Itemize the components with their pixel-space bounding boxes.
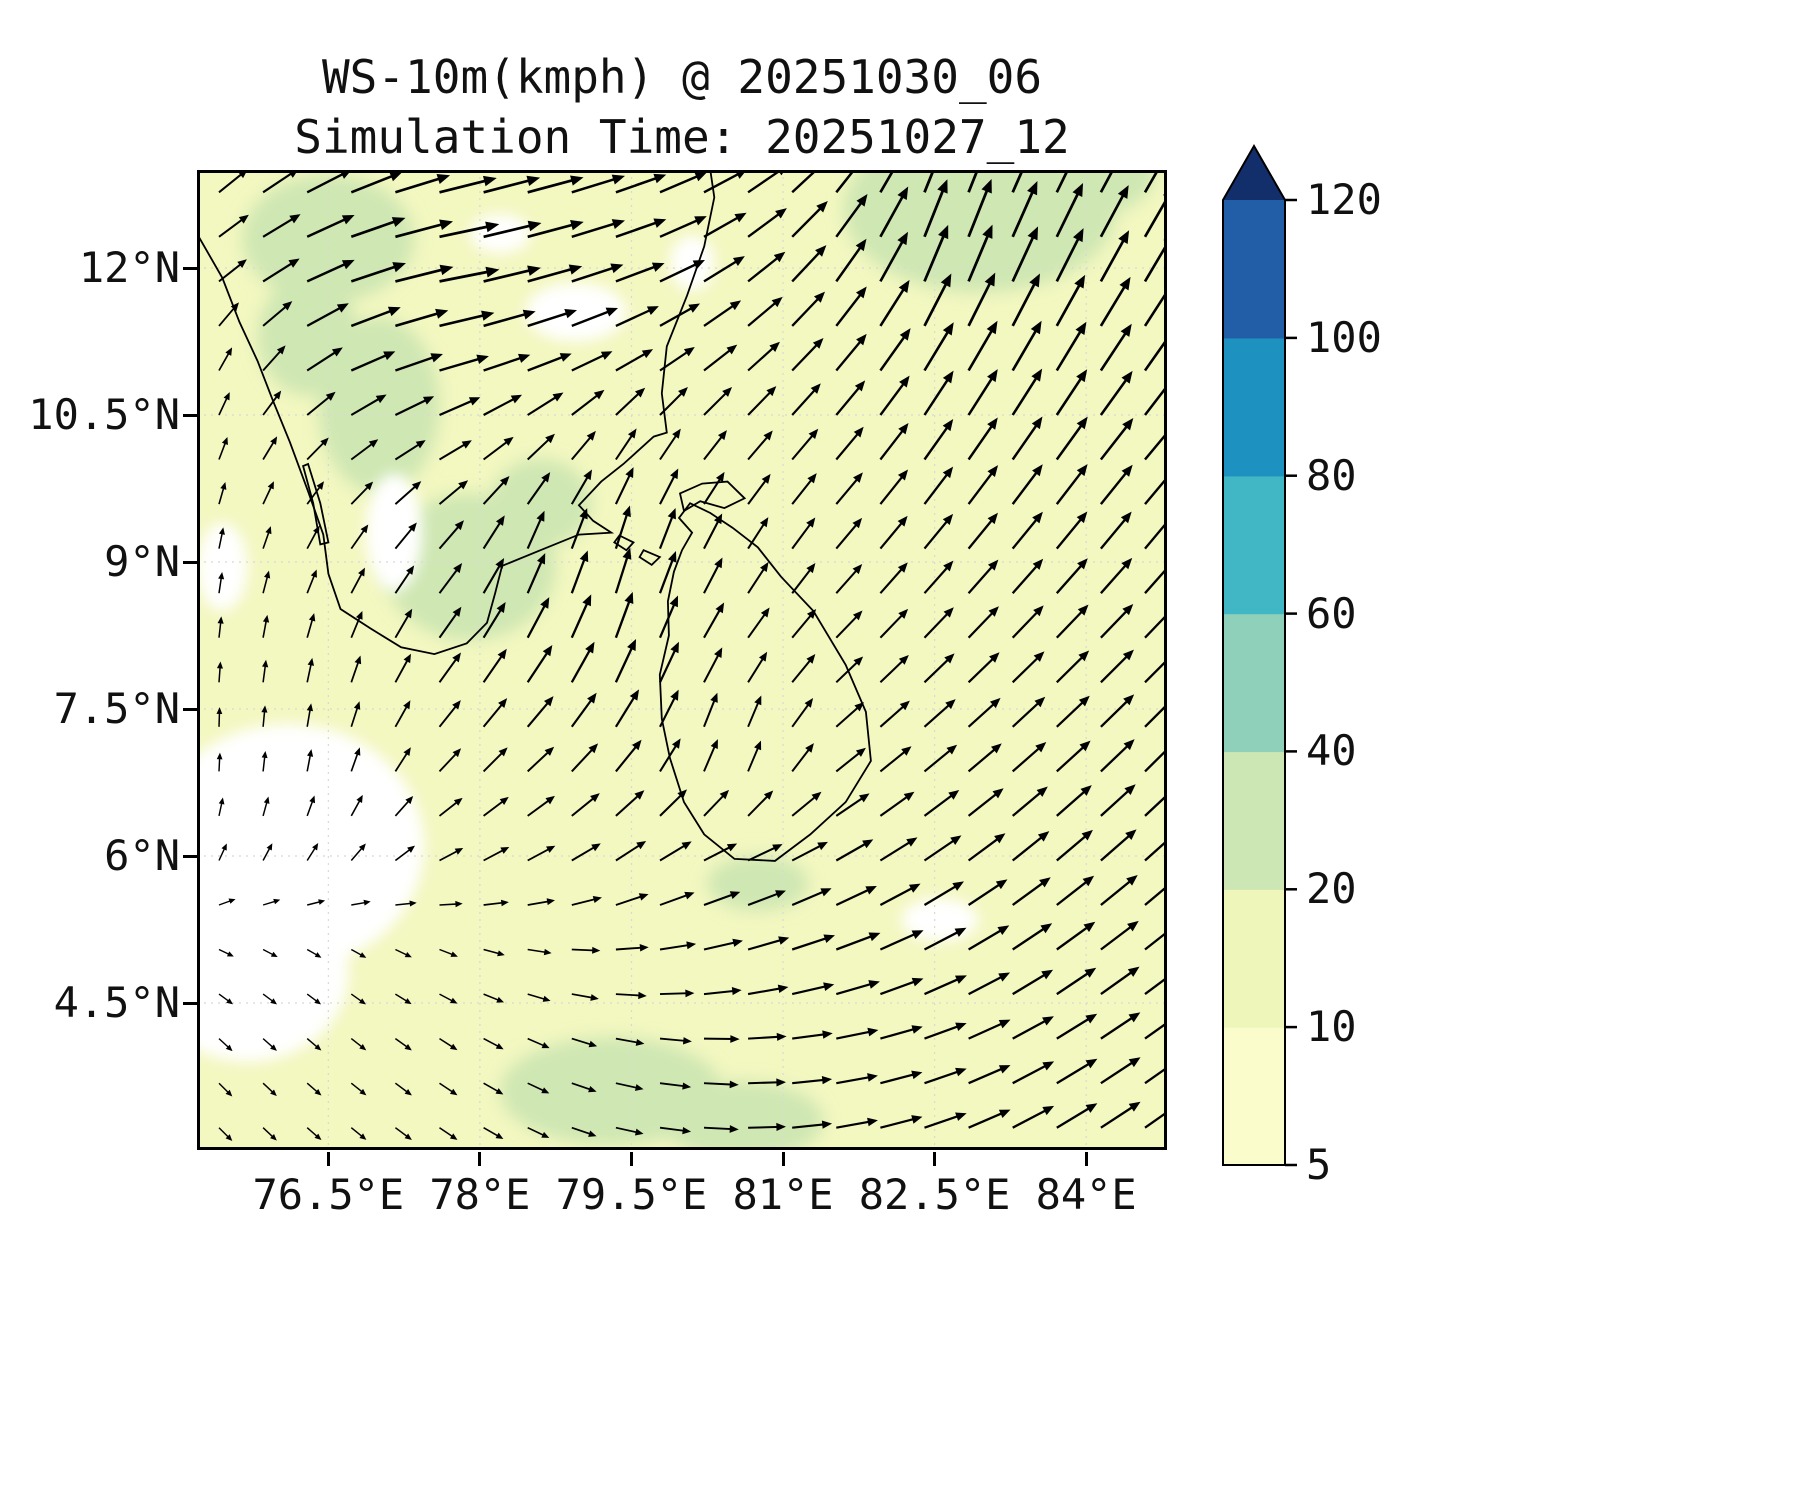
colorbar-tick-label: 80 — [1306, 450, 1357, 500]
india-coastline — [196, 169, 716, 656]
colorbar-band — [1223, 475, 1285, 615]
colorbar-svg — [1222, 143, 1297, 1167]
chart-title: WS-10m(kmph) @ 20251030_06 — [321, 50, 1043, 104]
sri-lanka-coastline — [658, 502, 872, 862]
colorbar-tick-label: 5 — [1306, 1140, 1332, 1189]
y-tick-mark — [183, 1001, 197, 1005]
y-tick-label: 10.5°N — [28, 390, 180, 439]
jaffna-peninsula-coastline — [678, 480, 747, 513]
islet-coastline — [613, 534, 635, 552]
axes-frame — [197, 170, 1167, 1150]
colorbar-band — [1223, 200, 1285, 339]
y-tick-label: 7.5°N — [53, 684, 180, 733]
colorbar-tick-label: 20 — [1306, 864, 1357, 914]
colorbar-outline — [1222, 143, 1286, 1166]
colorbar-tick-label: 10 — [1306, 1002, 1357, 1052]
kerala-lagoon-coastline — [302, 462, 330, 546]
colorbar-tick-label: 40 — [1306, 726, 1357, 776]
chart-subtitle: Simulation Time: 20251027_12 — [294, 110, 1070, 164]
y-tick-mark — [183, 560, 197, 564]
y-tick-mark — [183, 413, 197, 417]
x-tick-label: 78°E — [429, 1170, 531, 1219]
colorbar-tick-label: 60 — [1306, 588, 1357, 638]
y-tick-mark — [183, 707, 197, 711]
colorbar-band — [1223, 1027, 1285, 1166]
colorbar-band — [1223, 889, 1285, 1028]
y-tick-label: 4.5°N — [53, 978, 180, 1027]
y-tick-mark — [183, 854, 197, 858]
y-tick-mark — [183, 266, 197, 270]
map-plot-area — [146, 121, 1184, 1160]
colorbar-extend-triangle — [1223, 146, 1285, 200]
colorbar-band — [1223, 337, 1285, 477]
x-tick-mark — [781, 1152, 785, 1166]
y-tick-label: 12°N — [78, 243, 180, 292]
x-tick-label: 79.5°E — [555, 1170, 708, 1219]
x-tick-mark — [1084, 1152, 1088, 1166]
x-tick-label: 84°E — [1035, 1170, 1137, 1219]
x-tick-mark — [326, 1152, 330, 1166]
colorbar — [1222, 142, 1306, 1178]
x-tick-mark — [629, 1152, 633, 1166]
y-tick-label: 9°N — [104, 537, 180, 586]
colorbar-tick-label: 100 — [1306, 312, 1382, 362]
x-tick-mark — [933, 1152, 937, 1166]
x-tick-label: 76.5°E — [252, 1170, 405, 1219]
colorbar-band — [1223, 613, 1285, 753]
colorbar-band — [1223, 751, 1285, 890]
x-tick-label: 81°E — [732, 1170, 834, 1219]
x-tick-label: 82.5°E — [858, 1170, 1011, 1219]
coastlines — [196, 169, 872, 862]
map-svg — [146, 121, 1184, 1160]
colorbar-tick-label: 120 — [1306, 175, 1382, 224]
islet-coastline — [638, 549, 662, 567]
y-tick-label: 6°N — [104, 831, 180, 880]
x-tick-mark — [478, 1152, 482, 1166]
